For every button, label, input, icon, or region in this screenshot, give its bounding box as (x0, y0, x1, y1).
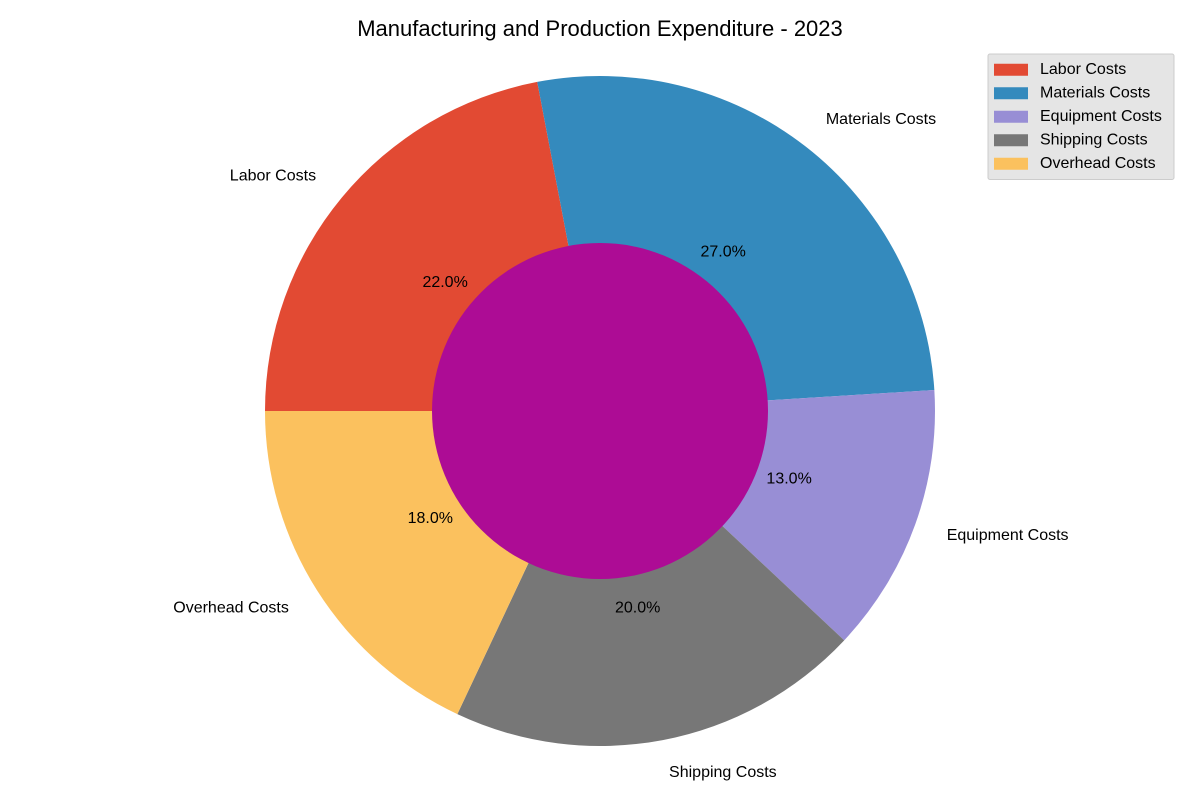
slice-label-shipping-costs: Shipping Costs (669, 764, 777, 781)
chart-title: Manufacturing and Production Expenditure… (357, 16, 843, 41)
slice-label-labor-costs: Labor Costs (230, 167, 316, 184)
value-label-equipment-costs: 13.0% (766, 470, 811, 487)
legend-swatch-equipment-costs (994, 110, 1028, 123)
legend-label-labor-costs: Labor Costs (1040, 61, 1126, 78)
legend-swatch-materials-costs (994, 87, 1028, 100)
legend-label-overhead-costs: Overhead Costs (1040, 155, 1156, 172)
value-label-shipping-costs: 20.0% (615, 600, 660, 617)
slice-shipping-costs (457, 411, 845, 747)
donut-center (432, 243, 768, 579)
legend-swatch-shipping-costs (994, 134, 1028, 147)
legend-swatch-overhead-costs (994, 157, 1028, 170)
slice-labels: Labor Costs 22.0% Materials Costs 27.0% Equi… (173, 111, 1068, 781)
slice-label-materials-costs: Materials Costs (826, 111, 936, 128)
legend-label-equipment-costs: Equipment Costs (1040, 108, 1162, 125)
slice-label-overhead-costs: Overhead Costs (173, 600, 289, 617)
value-label-materials-costs: 27.0% (701, 243, 746, 260)
legend-label-shipping-costs: Shipping Costs (1040, 131, 1148, 148)
value-label-overhead-costs: 18.0% (408, 510, 453, 527)
legend: Labor Costs Materials Costs Equipment Cost… (987, 53, 1175, 180)
value-label-labor-costs: 22.0% (422, 274, 467, 291)
legend-frame (987, 53, 1175, 180)
legend-swatch-labor-costs (994, 63, 1028, 76)
slice-label-equipment-costs: Equipment Costs (947, 527, 1069, 544)
legend-label-materials-costs: Materials Costs (1040, 84, 1150, 101)
